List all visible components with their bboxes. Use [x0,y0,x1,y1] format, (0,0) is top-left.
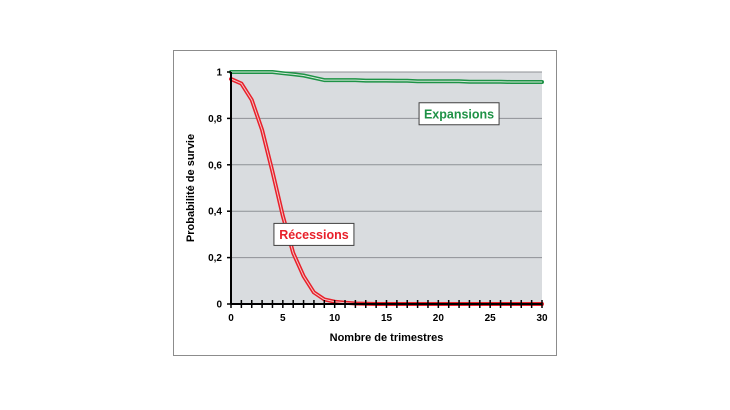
x-tick-label: 15 [381,313,393,324]
y-tick-label: 0,4 [208,207,222,218]
annotation-box-recessions [273,222,355,246]
x-tick-label: 20 [433,313,445,324]
annotation-label-expansions: Expansions [424,107,494,121]
y-tick-label: 1 [216,68,222,79]
x-axis-title: Nombre de trimestres [330,332,444,344]
annotation-label-recessions: Récessions [279,228,349,242]
y-tick-label: 0,2 [208,253,222,264]
chart-frame: 0 5 10 15 20 25 30 0 0,2 0,4 0,6 0,8 1 Nombre de tri… [173,50,557,356]
annotations: Expansions Récessions [273,102,500,246]
annotation-box-expansions [418,102,500,126]
y-tick-label: 0,6 [208,160,222,171]
tick-labels: 0 5 10 15 20 25 30 0 0,2 0,4 0,6 0,8 1 [208,68,548,325]
series-line-inner-expansions [231,71,542,83]
axes [227,71,543,308]
y-tick-label: 0 [216,300,222,311]
y-tick-label: 0,8 [208,114,222,125]
x-tick-label: 25 [485,313,497,324]
y-axis-title: Probabilité de survie [185,134,197,242]
x-tick-label: 5 [280,313,286,324]
x-tick-label: 30 [536,313,548,324]
x-tick-label: 10 [329,313,341,324]
x-tick-label: 0 [228,313,234,324]
survival-chart: 0 5 10 15 20 25 30 0 0,2 0,4 0,6 0,8 1 Nombre de tri… [185,68,548,345]
